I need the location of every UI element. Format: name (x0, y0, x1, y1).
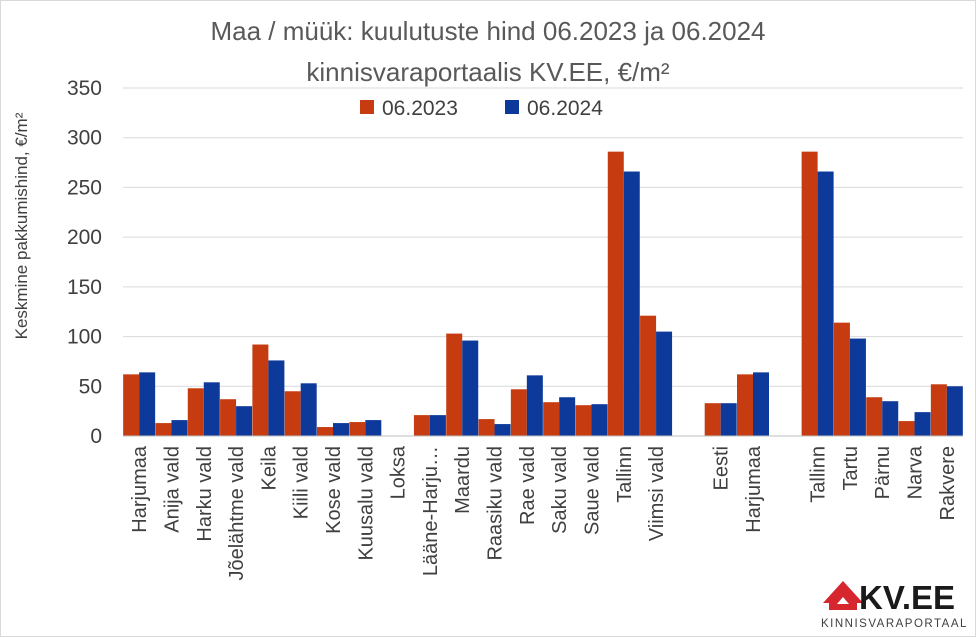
legend-swatch-2024 (505, 100, 519, 114)
bar-06-2023 (284, 391, 301, 436)
y-tick-label: 300 (67, 127, 102, 150)
bar-06-2023 (640, 315, 657, 436)
bar-06-2023 (317, 427, 333, 436)
bar-06-2024 (559, 397, 576, 436)
y-tick-label: 150 (67, 276, 102, 299)
bar-06-2024 (203, 382, 220, 436)
x-tick-label: Loksa (388, 445, 410, 499)
bar-06-2024 (236, 406, 253, 436)
bar-06-2023 (478, 419, 495, 436)
grid-lines (123, 87, 963, 387)
legend-label-2024: 06.2024 (527, 97, 603, 120)
kvee-logo: KV.EE KINNISVARAPORTAAL (821, 579, 968, 630)
x-tick-label: Narva (905, 445, 927, 499)
y-tick-label: 200 (67, 226, 102, 249)
chart-subtitle: kinnisvaraportaalis KV.EE, €/m² (306, 57, 670, 87)
x-tick-label: Rae vald (517, 446, 539, 525)
x-tick-label: Tallinn (808, 446, 830, 503)
y-tick-label: 350 (67, 77, 102, 100)
bar-06-2024 (333, 423, 349, 436)
bar-06-2023 (607, 151, 624, 437)
legend: 06.2023 06.2024 (360, 97, 603, 120)
legend-swatch-2023 (360, 100, 374, 114)
bar-06-2023 (187, 388, 204, 436)
x-tick-label: Saue vald (581, 446, 603, 535)
bars (123, 151, 963, 437)
y-axis-ticks: 0 50 100 150 200 250 300 350 (67, 77, 102, 448)
bar-06-2023 (123, 374, 140, 436)
y-axis-label: Keskmine pakkumishind, €/m² (12, 112, 31, 339)
bar-06-2024 (365, 420, 382, 436)
bar-06-2024 (753, 372, 769, 436)
logo-brand: KV.EE (859, 579, 955, 616)
house-icon (823, 581, 863, 610)
bar-06-2023 (510, 389, 527, 436)
x-tick-label: Jõelähtme vald (226, 446, 248, 581)
bar-06-2023 (252, 344, 269, 436)
bar-06-2024 (171, 420, 188, 436)
bar-06-2023 (866, 397, 883, 436)
bar-06-2023 (349, 422, 366, 436)
bar-06-2024 (849, 338, 866, 436)
x-tick-label: Harjumaa (743, 445, 765, 533)
x-tick-label: Anija vald (161, 446, 183, 533)
x-tick-label: Harku vald (194, 446, 216, 542)
x-tick-label: Saku vald (549, 446, 571, 534)
bar-06-2024 (494, 424, 511, 436)
bar-06-2024 (429, 415, 446, 436)
y-tick-label: 100 (67, 326, 102, 349)
x-tick-label: Rakvere (937, 446, 959, 520)
bar-06-2023 (446, 333, 463, 436)
x-tick-label: Raasiku vald (485, 446, 507, 561)
x-tick-label: Maardu (452, 446, 474, 514)
x-tick-label: Kuusalu vald (355, 446, 377, 561)
logo-tagline: KINNISVARAPORTAAL (821, 618, 968, 630)
y-tick-label: 50 (79, 375, 102, 398)
x-tick-label: Tartu (840, 446, 862, 490)
x-tick-label: Keila (258, 445, 280, 490)
bar-06-2024 (656, 331, 673, 436)
y-tick-label: 250 (67, 176, 102, 199)
bar-06-2024 (462, 340, 479, 436)
bar-06-2024 (817, 171, 834, 436)
bar-06-2024 (882, 401, 899, 436)
x-tick-label: Harjumaa (129, 445, 151, 533)
bar-06-2024 (300, 383, 317, 436)
bar-06-2023 (737, 374, 753, 436)
bar-06-2023 (833, 322, 850, 436)
x-axis-ticks: Harjumaa Anija vald Harku vald Jõelähtme va… (129, 445, 959, 580)
x-tick-label: Viimsi vald (646, 446, 668, 541)
bar-06-2023 (704, 403, 721, 436)
x-tick-label: Kiili vald (291, 446, 313, 519)
bar-06-2023 (930, 384, 947, 436)
bar-06-2023 (155, 423, 172, 436)
x-tick-label: Pärnu (872, 446, 894, 499)
bar-06-2023 (575, 405, 592, 436)
bar-06-2024 (268, 360, 285, 436)
bar-06-2024 (946, 386, 963, 436)
x-tick-label: Eesti (711, 446, 733, 490)
bar-06-2024 (914, 412, 931, 436)
legend-label-2023: 06.2023 (382, 97, 458, 120)
bar-06-2023 (220, 399, 237, 436)
bar-06-2024 (139, 372, 156, 436)
bar-06-2024 (720, 403, 737, 436)
bar-06-2024 (623, 171, 640, 436)
bar-06-2024 (591, 404, 608, 436)
x-tick-label: Kose vald (323, 446, 345, 534)
bar-06-2023 (801, 151, 818, 437)
x-tick-label: Lääne-Harju… (420, 446, 442, 576)
bar-06-2023 (413, 415, 430, 436)
bar-06-2024 (526, 375, 543, 436)
bar-06-2023 (543, 402, 560, 436)
y-tick-label: 0 (90, 425, 102, 448)
bar-06-2023 (898, 421, 915, 436)
x-tick-label: Tallinn (614, 446, 636, 503)
chart-title: Maa / müük: kuulutuste hind 06.2023 ja 0… (210, 16, 765, 46)
